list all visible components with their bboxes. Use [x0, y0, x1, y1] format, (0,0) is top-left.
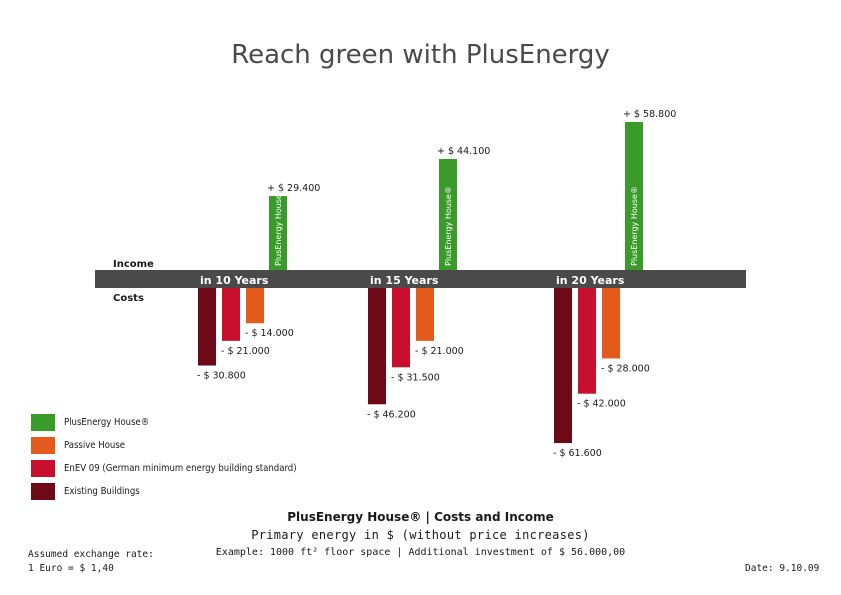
bar: [269, 196, 287, 270]
income-label: Income: [113, 259, 154, 270]
bar-inner-label: PlusEnergy House®: [444, 186, 453, 266]
bar: [554, 288, 572, 444]
legend: PlusEnergy House® Passive House EnEV 09 …: [31, 414, 297, 506]
bar: [416, 288, 434, 341]
legend-label: EnEV 09 (German minimum energy building …: [64, 463, 297, 474]
bar-value-label: - $ 21.000: [221, 346, 270, 357]
bar-value-label: - $ 21.000: [415, 346, 464, 357]
bar-value-label: + $ 58.800: [623, 109, 676, 120]
bar-value-label: + $ 44.100: [437, 146, 490, 157]
bar-value-label: - $ 46.200: [367, 409, 416, 420]
bar-value-label: - $ 31.500: [391, 372, 440, 383]
legend-label: Passive House: [64, 440, 126, 451]
category-label: in 20 Years: [556, 274, 625, 287]
legend-item: Passive House: [31, 437, 297, 454]
bar: [222, 288, 240, 341]
bar: [439, 159, 457, 270]
exchange-rate-value: 1 Euro = $ 1,40: [28, 563, 114, 574]
footer-example: Example: 1000 ft² floor space | Addition…: [215, 547, 626, 558]
chart-title: Reach green with PlusEnergy: [231, 40, 610, 70]
category-label: in 15 Years: [370, 274, 439, 287]
legend-swatch-enev: [31, 460, 55, 477]
bar: [625, 122, 643, 270]
footer-subtitle: Primary energy in $ (without price incre…: [251, 528, 590, 542]
bar: [198, 288, 216, 366]
legend-swatch-plusenergy: [31, 414, 55, 431]
bar: [246, 288, 264, 324]
bar-inner-label: PlusEnergy House®: [630, 186, 639, 266]
legend-swatch-passive: [31, 437, 55, 454]
legend-item: PlusEnergy House®: [31, 414, 297, 431]
date-label: Date: 9.10.09: [745, 563, 820, 574]
bar-value-label: - $ 14.000: [245, 328, 294, 339]
legend-item: Existing Buildings: [31, 483, 297, 500]
bar: [392, 288, 410, 368]
bar: [578, 288, 596, 394]
bar: [368, 288, 386, 405]
costs-label: Costs: [113, 293, 144, 304]
bar-value-label: - $ 28.000: [601, 363, 650, 374]
legend-item: EnEV 09 (German minimum energy building …: [31, 460, 297, 477]
bar-value-label: - $ 42.000: [577, 399, 626, 410]
category-label: in 10 Years: [200, 274, 269, 287]
bar-value-label: - $ 61.600: [553, 448, 602, 459]
legend-label: PlusEnergy House®: [64, 417, 150, 428]
footer-title: PlusEnergy House® | Costs and Income: [287, 510, 554, 524]
bar-value-label: + $ 29.400: [267, 183, 320, 194]
bar: [602, 288, 620, 359]
exchange-rate-label: Assumed exchange rate:: [28, 549, 154, 560]
legend-swatch-existing: [31, 483, 55, 500]
bar-inner-label: PlusEnergy House®: [274, 186, 283, 266]
bar-value-label: - $ 30.800: [197, 371, 246, 382]
legend-label: Existing Buildings: [64, 486, 140, 497]
axis-band: [95, 270, 746, 288]
